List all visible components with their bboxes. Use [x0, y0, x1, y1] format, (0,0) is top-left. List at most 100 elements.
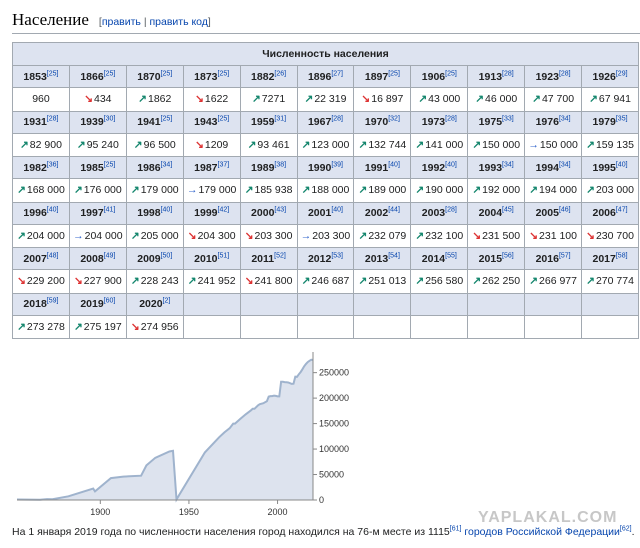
reference-link[interactable]: [40] — [160, 206, 173, 214]
year-label: 1979 — [592, 116, 616, 128]
reference-link[interactable]: [2] — [162, 297, 171, 305]
footer-ref-2[interactable]: [62] — [619, 525, 632, 533]
reference-link[interactable]: [28] — [558, 70, 571, 77]
reference-link[interactable]: [56] — [502, 252, 514, 259]
year-cell: 2005[46] — [524, 201, 583, 225]
reference-link[interactable]: [40] — [388, 161, 400, 168]
reference-link[interactable]: [29] — [615, 70, 628, 77]
population-value: 159 135 — [595, 138, 634, 151]
reference-link[interactable]: [34] — [502, 161, 514, 168]
reference-link[interactable]: [25] — [46, 70, 59, 77]
reference-link[interactable]: [37] — [217, 161, 230, 168]
reference-link[interactable]: [25] — [103, 70, 116, 77]
decrease-arrow-icon: ↘ — [187, 229, 197, 242]
reference-link[interactable]: [52] — [274, 252, 286, 259]
reference-link[interactable]: [50] — [160, 252, 173, 259]
decrease-arrow-icon: ↘ — [472, 229, 482, 242]
decrease-arrow-icon: ↘ — [529, 229, 539, 242]
year-cell: 2004[45] — [467, 201, 526, 225]
population-cell: ↗275 197 — [68, 314, 127, 339]
reference-link[interactable]: [49] — [103, 252, 116, 259]
reference-link[interactable]: [25] — [160, 70, 173, 77]
footer-ref-1[interactable]: [61] — [449, 525, 462, 533]
reference-link[interactable]: [33] — [502, 115, 514, 123]
reference-link[interactable]: [25] — [445, 70, 457, 77]
reference-link[interactable]: [45] — [502, 206, 514, 214]
reference-link[interactable]: [32] — [388, 115, 400, 123]
reference-link[interactable]: [44] — [388, 206, 400, 214]
reference-link[interactable]: [38] — [274, 161, 287, 168]
year-cell: 2016[57] — [524, 247, 583, 270]
reference-link[interactable]: [46] — [558, 206, 571, 214]
reference-link[interactable]: [25] — [103, 161, 116, 168]
reference-link[interactable]: [53] — [331, 252, 343, 259]
reference-link[interactable]: [43] — [274, 206, 287, 214]
population-cell: →179 000 — [182, 178, 241, 203]
reference-link[interactable]: [34] — [160, 161, 173, 168]
reference-link[interactable]: [28] — [46, 115, 59, 123]
year-cell: 2010[51] — [182, 247, 241, 270]
reference-link[interactable]: [42] — [217, 206, 230, 214]
year-cell: 1866[25] — [68, 65, 127, 88]
increase-arrow-icon: ↗ — [586, 184, 595, 197]
reference-link[interactable]: [28] — [331, 115, 343, 123]
reference-link[interactable]: [57] — [558, 252, 571, 259]
year-cell: 1853[25] — [12, 65, 70, 88]
year-cell: 1992[40] — [410, 156, 469, 179]
reference-link[interactable]: [31] — [274, 115, 287, 123]
footer-text: На 1 января 2019 года по численности нас… — [12, 525, 635, 539]
reference-link[interactable]: [60] — [103, 297, 116, 305]
reference-link[interactable]: [40] — [445, 161, 457, 168]
section-title: Население — [12, 10, 89, 29]
reference-link[interactable]: [28] — [445, 206, 457, 214]
decrease-arrow-icon: ↘ — [244, 275, 254, 288]
population-value: 192 000 — [482, 184, 521, 197]
reference-link[interactable]: [54] — [388, 252, 400, 259]
reference-link[interactable]: [25] — [160, 115, 173, 123]
reference-link[interactable]: [41] — [103, 206, 116, 214]
cities-link[interactable]: городов Российской Федерации — [464, 526, 620, 538]
edit-link[interactable]: править — [101, 16, 141, 28]
population-cell: ↗256 580 — [410, 269, 469, 294]
table-caption: Численность населения — [12, 42, 639, 66]
population-value: 273 278 — [26, 320, 65, 333]
reference-link[interactable]: [34] — [558, 115, 571, 123]
reference-link[interactable]: [35] — [615, 115, 628, 123]
reference-link[interactable]: [26] — [274, 70, 287, 77]
year-label: 1873 — [194, 70, 218, 83]
reference-link[interactable]: [55] — [445, 252, 457, 259]
reference-link[interactable]: [25] — [388, 70, 400, 77]
reference-link[interactable]: [40] — [46, 206, 59, 214]
population-cell: ↘203 300 — [239, 223, 298, 248]
edit-code-link[interactable]: править код — [149, 16, 208, 28]
reference-link[interactable]: [40] — [615, 161, 628, 168]
reference-link[interactable]: [39] — [331, 161, 343, 168]
reference-link[interactable]: [25] — [217, 115, 230, 123]
reference-link[interactable]: [28] — [445, 115, 457, 123]
reference-link[interactable]: [27] — [331, 70, 343, 77]
increase-arrow-icon: ↗ — [17, 229, 26, 242]
reference-link[interactable]: [51] — [217, 252, 230, 259]
reference-link[interactable]: [36] — [46, 161, 59, 168]
population-value: 123 000 — [311, 138, 350, 151]
reference-link[interactable]: [30] — [103, 115, 116, 123]
year-cell: 1985[25] — [68, 156, 127, 179]
reference-link[interactable]: [40] — [331, 206, 343, 214]
year-label: 1906 — [421, 70, 446, 83]
reference-link[interactable]: [48] — [46, 252, 59, 259]
reference-link[interactable]: [25] — [217, 70, 230, 77]
reference-link[interactable]: [34] — [558, 161, 571, 168]
population-cell: ↗246 687 — [296, 269, 355, 294]
increase-arrow-icon: ↗ — [358, 184, 368, 197]
reference-link[interactable]: [47] — [615, 206, 628, 214]
year-cell: 1926[29] — [581, 65, 639, 88]
year-cell: 2019[60] — [68, 292, 127, 316]
year-cell — [239, 292, 298, 316]
reference-link[interactable]: [59] — [46, 297, 59, 305]
decrease-arrow-icon: ↘ — [84, 93, 93, 106]
year-cell: 1870[25] — [125, 65, 184, 88]
reference-link[interactable]: [28] — [502, 70, 514, 77]
year-label: 1853 — [23, 70, 47, 83]
reference-link[interactable]: [58] — [615, 252, 628, 259]
year-cell: 1941[25] — [125, 110, 184, 134]
